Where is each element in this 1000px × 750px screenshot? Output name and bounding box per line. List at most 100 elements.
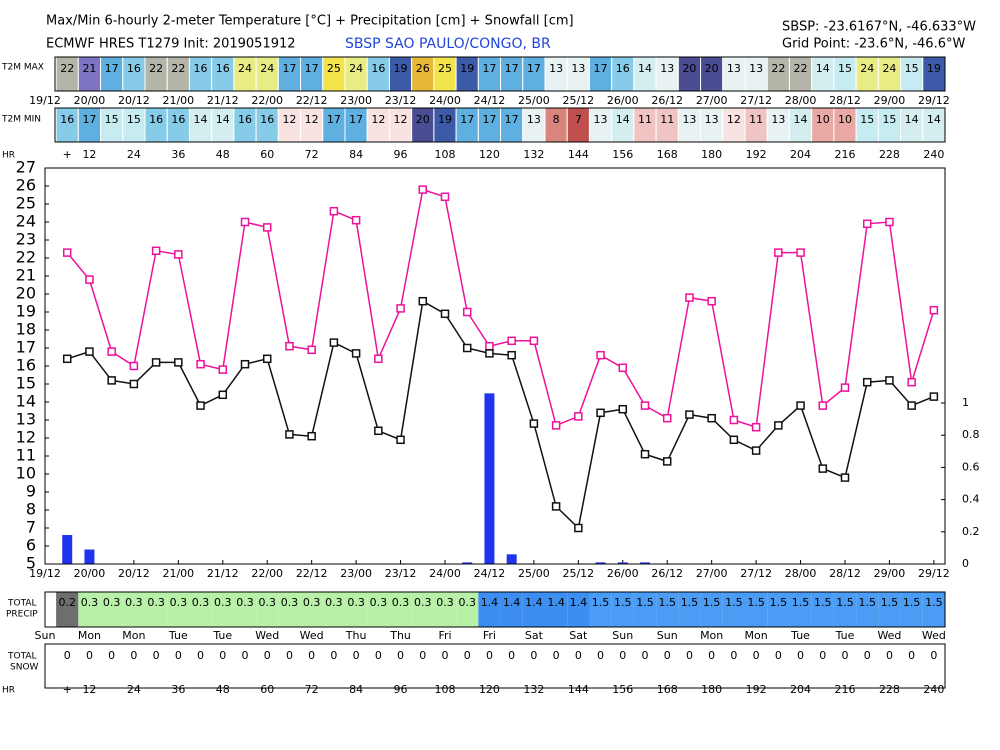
temp-marker — [751, 446, 761, 455]
precip-cell-label: 0.3 — [303, 596, 321, 609]
temp-marker — [574, 523, 583, 533]
precip-cell — [856, 592, 879, 627]
temp-marker — [396, 435, 405, 445]
day-label: Sun — [657, 629, 678, 642]
precip-cell — [545, 592, 568, 627]
row-label: PRECIP — [6, 610, 38, 620]
temp-marker — [640, 449, 650, 459]
snow-cell-label: 0 — [153, 649, 160, 662]
snow-cell-label: 0 — [908, 649, 915, 662]
precip-cell — [211, 592, 234, 627]
row-label: HR — [2, 686, 15, 696]
temp-cell-label: 12 — [394, 113, 408, 126]
date-label: 27/12 — [740, 94, 772, 107]
date-label: 29/12 — [918, 94, 950, 107]
temp-marker — [351, 215, 361, 225]
precip-cell — [567, 592, 590, 627]
day-label: Tue — [212, 629, 232, 642]
temp-cell-label: 15 — [105, 113, 119, 126]
hr-label: 84 — [349, 683, 363, 696]
snow-cell-label: 0 — [530, 649, 537, 662]
temp-cell-label: 11 — [638, 113, 652, 126]
x-tick-label: 28/12 — [829, 567, 861, 580]
temp-cell-label: 14 — [194, 113, 208, 126]
temp-marker — [85, 347, 94, 356]
temp-cell-label: 16 — [371, 62, 385, 75]
temp-cell-label: 20 — [416, 113, 430, 126]
date-label: 24/00 — [429, 94, 461, 107]
temp-marker — [862, 219, 872, 229]
day-label: Mon — [745, 629, 768, 642]
hr-label: 240 — [923, 148, 944, 161]
y-tick-label: 23 — [16, 230, 36, 249]
temp-cell-label: 17 — [482, 62, 496, 75]
precip-cell — [878, 592, 901, 627]
temp-cell-label: 13 — [705, 113, 719, 126]
snow-cell-label: 0 — [686, 649, 693, 662]
hr-label: 48 — [216, 148, 230, 161]
day-label: Tue — [168, 629, 188, 642]
x-tick-label: 23/12 — [385, 567, 417, 580]
precip-bar — [617, 562, 628, 564]
temp-cell-label: 16 — [616, 62, 630, 75]
y-tick-label: 20 — [16, 284, 36, 303]
temp-cell-label: 12 — [305, 113, 319, 126]
day-label: Sat — [569, 629, 588, 642]
precip-cell-label: 1.5 — [903, 596, 921, 609]
x-tick-label: 24/00 — [429, 567, 461, 580]
hr-label: 192 — [746, 683, 767, 696]
temp-cell-label: 26 — [416, 62, 430, 75]
x-tick-label: 29/00 — [874, 567, 906, 580]
date-label: 20/00 — [74, 94, 106, 107]
precip-cell-label: 0.3 — [370, 596, 388, 609]
temp-cell-label: 7 — [575, 113, 582, 126]
x-tick-label: 21/12 — [207, 567, 239, 580]
x-tick-label: 24/12 — [474, 567, 506, 580]
temp-cell-label: 17 — [594, 62, 608, 75]
x-tick-label: 20/00 — [74, 567, 106, 580]
precip-bar — [640, 562, 650, 564]
snow-cell-label: 0 — [175, 649, 182, 662]
temp-marker — [151, 246, 161, 256]
precip-cell-label: 1.5 — [592, 596, 610, 609]
precip-cell-label: 0.3 — [258, 596, 276, 609]
temp-marker — [929, 305, 939, 315]
precip-cell-label: 0.2 — [58, 596, 76, 609]
temp-marker — [440, 309, 450, 319]
y-tick-label: 17 — [16, 338, 36, 357]
precip-cell — [167, 592, 190, 627]
snow-cell-label: 0 — [197, 649, 204, 662]
precip-cell-label: 0.3 — [170, 596, 188, 609]
temp-cell-label: 17 — [305, 62, 319, 75]
hr-label: 216 — [835, 683, 856, 696]
temp-cell-label: 13 — [771, 113, 785, 126]
temp-cell-label: 13 — [727, 62, 741, 75]
day-label: Sun — [612, 629, 633, 642]
temp-line — [66, 188, 935, 429]
precip-cell — [789, 592, 812, 627]
temp-marker — [85, 275, 94, 284]
temp-cell-label: 17 — [527, 62, 541, 75]
hr-label: 120 — [479, 683, 500, 696]
x-tick-label: 25/00 — [518, 567, 550, 580]
hr-label: + — [63, 148, 72, 161]
precip-bar — [484, 393, 495, 564]
snow-cell-label: 0 — [642, 649, 649, 662]
day-label: Wed — [922, 629, 946, 642]
hr-label: 72 — [305, 683, 319, 696]
temp-cell-label: 11 — [749, 113, 763, 126]
hr-label: 96 — [394, 148, 408, 161]
model-info: ECMWF HRES T1279 Init: 2019051912 — [46, 37, 296, 52]
grid-point: Grid Point: -23.6°N, -46.6°W — [782, 37, 965, 52]
temp-marker — [262, 354, 272, 364]
hr-label: + — [63, 683, 72, 696]
day-label: Tue — [790, 629, 810, 642]
temp-cell-label: 24 — [260, 62, 274, 75]
y-tick-label: 21 — [16, 266, 36, 285]
temp-cell-label: 8 — [553, 113, 560, 126]
snow-cell-label: 0 — [375, 649, 382, 662]
precip-cell — [678, 592, 701, 627]
hr-label: 84 — [349, 148, 363, 161]
